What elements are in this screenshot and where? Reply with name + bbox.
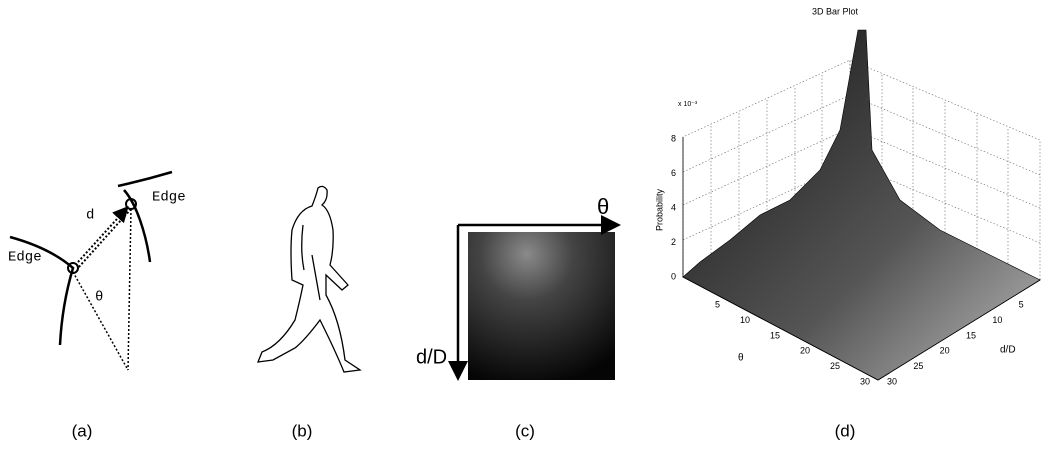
z-axis-label: Probability <box>654 188 664 231</box>
x-tick-label: 10 <box>740 315 750 325</box>
bar-surface <box>683 30 1040 380</box>
y-tick-label: 30 <box>887 376 897 386</box>
silhouette-detail <box>302 225 320 300</box>
y-tick-label: 10 <box>992 315 1002 325</box>
panel-label: (b) <box>292 421 313 440</box>
x-tick-label: 30 <box>860 376 870 386</box>
x-tick-label: 25 <box>830 361 840 371</box>
distance-label: d <box>86 208 94 224</box>
z-tick-label: 4 <box>671 202 676 212</box>
edge-curve <box>118 172 172 186</box>
panel-b <box>258 186 360 372</box>
axis-label: d/D <box>416 346 447 368</box>
figure: Edge Edge d θ (a) (b) θ d/D (c) 3D Bar P… <box>0 0 1052 446</box>
y-tick-label: 15 <box>966 330 976 340</box>
z-tick-label: 8 <box>671 133 676 143</box>
y-tick-label: 20 <box>940 346 950 356</box>
x-axis-label: θ <box>738 353 744 364</box>
y-tick-label: 25 <box>913 361 923 371</box>
edge-label: Edge <box>8 250 42 266</box>
panel-c <box>458 225 616 380</box>
panel-label: (d) <box>835 421 856 440</box>
z-multiplier: x 10⁻³ <box>678 101 698 108</box>
histogram-image <box>468 232 615 380</box>
y-tick-label: 5 <box>1019 300 1024 310</box>
x-tick-label: 5 <box>715 300 720 310</box>
angle-line <box>73 272 128 370</box>
y-axis-label: d/D <box>1000 345 1016 356</box>
panel-label: (c) <box>515 421 535 440</box>
panel-d <box>683 30 1040 380</box>
x-tick-label: 15 <box>770 330 780 340</box>
z-tick-label: 0 <box>671 271 676 281</box>
plot-title: 3D Bar Plot <box>812 6 859 16</box>
x-tick-label: 20 <box>800 346 810 356</box>
axis-label: θ <box>597 194 609 219</box>
z-tick-label: 6 <box>671 168 676 178</box>
z-tick-label: 2 <box>671 237 676 247</box>
silhouette <box>258 186 360 372</box>
angle-label: θ <box>95 290 103 306</box>
panel-a <box>10 172 172 370</box>
panel-label: (a) <box>72 421 93 440</box>
angle-line <box>128 209 131 370</box>
edge-label: Edge <box>152 190 186 206</box>
